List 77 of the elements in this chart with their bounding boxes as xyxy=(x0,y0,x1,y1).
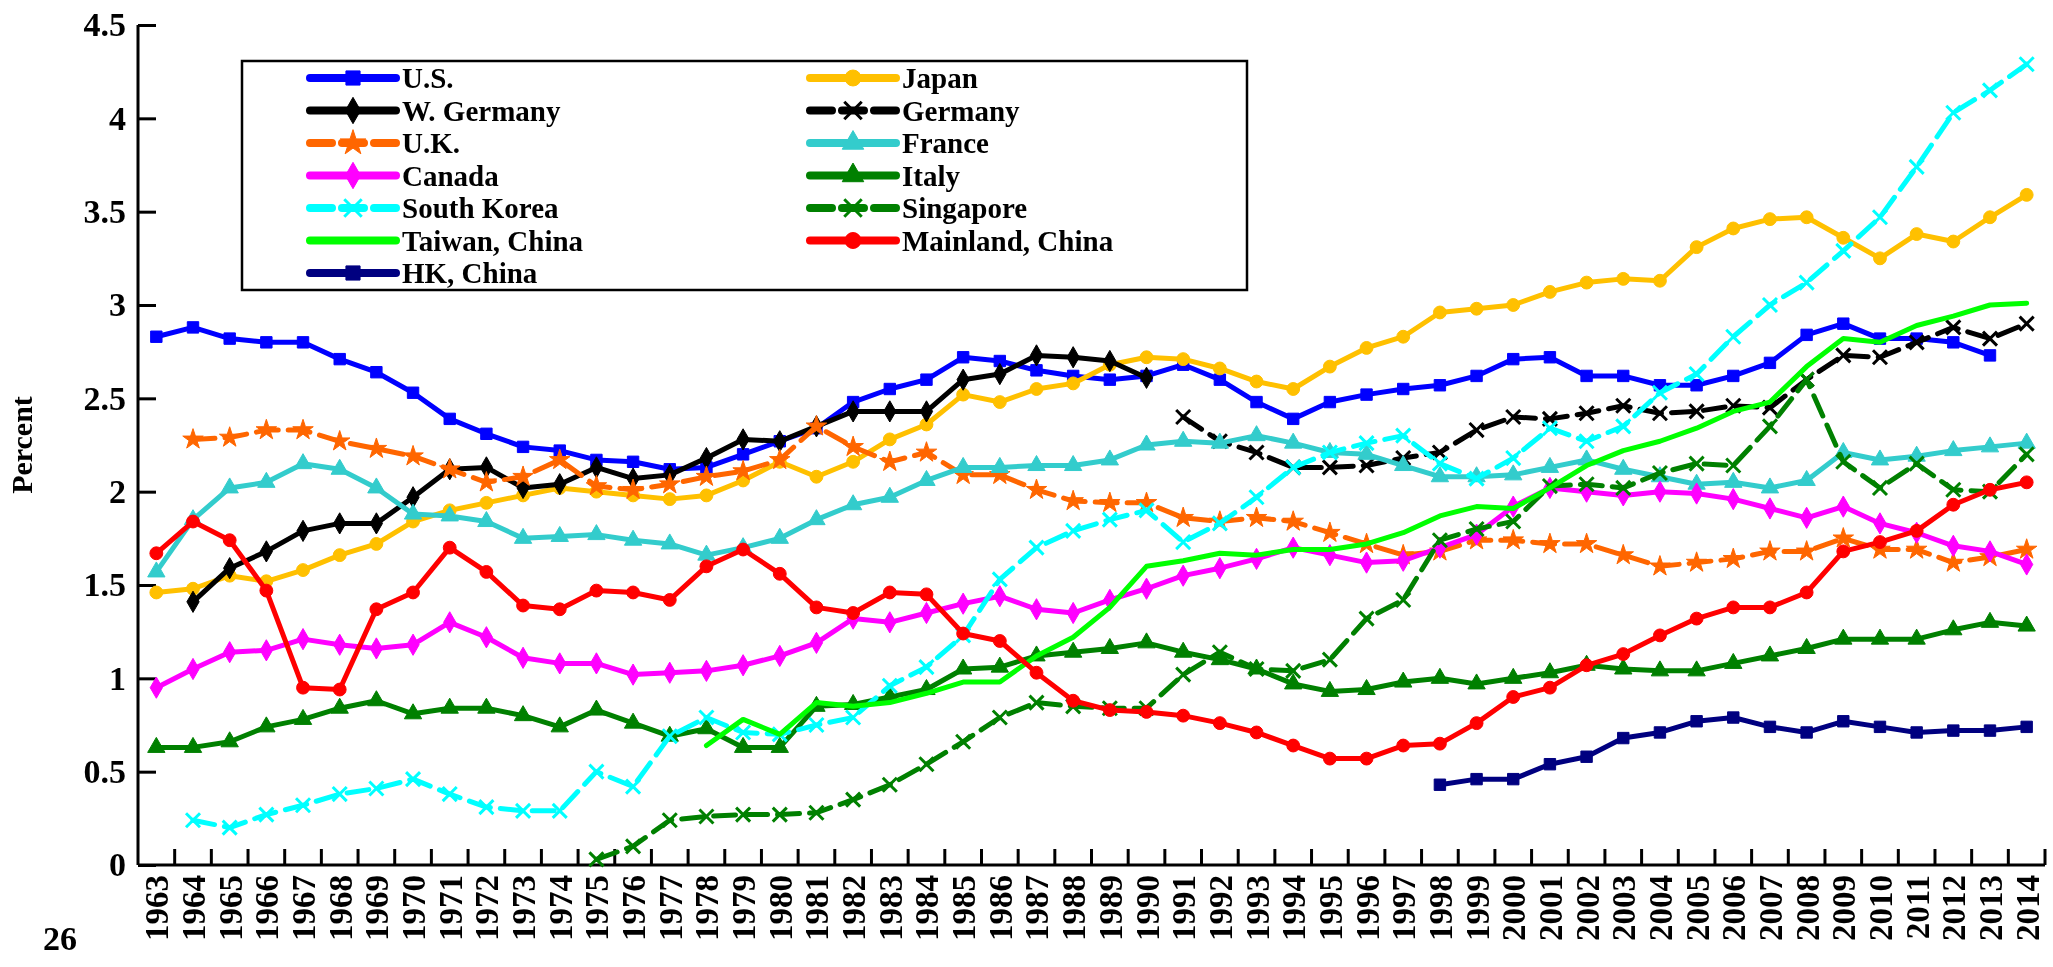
x-tick-label: 2014 xyxy=(2009,875,2046,941)
x-tick-label: 1979 xyxy=(726,875,763,941)
x-tick-label: 2003 xyxy=(1606,875,1643,941)
text: 26 xyxy=(43,920,77,957)
legend-label: Canada xyxy=(402,159,500,192)
x-tick-label: 2001 xyxy=(1532,875,1569,941)
y-tick-label: 2 xyxy=(109,473,126,511)
legend-label: Taiwan, China xyxy=(402,224,584,257)
x-tick-label: 2007 xyxy=(1752,875,1789,941)
y-axis-title: Percent xyxy=(5,396,38,494)
x-tick-label: 1975 xyxy=(579,875,616,941)
x-tick-label: 2005 xyxy=(1679,875,1716,941)
x-tick-label: 2010 xyxy=(1862,875,1899,941)
x-tick-label: 1983 xyxy=(872,875,909,941)
x-tick-label: 1978 xyxy=(689,875,726,941)
legend-label: Germany xyxy=(902,94,1021,127)
y-tick-label: 4.5 xyxy=(83,6,126,44)
x-tick-label: 2002 xyxy=(1569,875,1606,941)
y-tick-label: 4 xyxy=(109,99,126,137)
x-tick-label: 1972 xyxy=(469,875,506,941)
y-tick-label: 1 xyxy=(109,659,126,697)
x-tick-label: 1967 xyxy=(286,875,323,941)
y-tick-label: 3 xyxy=(109,286,126,324)
y-tick-label: 3.5 xyxy=(83,193,126,231)
x-tick-label: 1982 xyxy=(836,875,873,941)
x-tick-label: 1968 xyxy=(322,875,359,941)
y-tick-label: 0.5 xyxy=(83,753,126,791)
x-tick-label: 1987 xyxy=(1019,875,1056,941)
x-tick-label: 1980 xyxy=(762,875,799,941)
legend-label: Japan xyxy=(902,62,978,94)
legend-label: South Korea xyxy=(402,192,560,224)
x-tick-label: 1969 xyxy=(359,875,396,941)
x-tick-label: 1995 xyxy=(1312,875,1349,941)
x-tick-label: 1988 xyxy=(1056,875,1093,941)
x-tick-label: 2008 xyxy=(1789,875,1826,941)
y-tick-label: 0 xyxy=(109,846,126,884)
x-tick-label: 1963 xyxy=(139,875,176,941)
legend-label: Italy xyxy=(902,159,961,192)
x-tick-label: 1976 xyxy=(616,875,653,941)
x-tick-label: 1989 xyxy=(1092,875,1129,941)
legend-label: France xyxy=(902,127,990,159)
x-tick-label: 1981 xyxy=(799,875,836,941)
legend-label: Mainland, China xyxy=(902,224,1114,257)
x-tick-label: 2009 xyxy=(1826,875,1863,941)
legend-label: Singapore xyxy=(902,192,1028,224)
legend-label: W. Germany xyxy=(402,94,561,127)
legend-label: U.S. xyxy=(402,62,454,94)
y-tick-label: 1.5 xyxy=(83,566,126,604)
x-tick-label: 1977 xyxy=(652,875,689,941)
y-tick-label: 2.5 xyxy=(83,379,126,417)
x-tick-label: 2000 xyxy=(1496,875,1533,941)
x-tick-label: 2012 xyxy=(1936,875,1973,941)
x-tick-label: 1964 xyxy=(176,875,213,941)
x-tick-label: 1973 xyxy=(506,875,543,941)
x-tick-label: 1965 xyxy=(212,875,249,941)
x-tick-label: 2006 xyxy=(1716,875,1753,941)
x-tick-label: 1992 xyxy=(1202,875,1239,941)
x-tick-label: 1991 xyxy=(1166,875,1203,941)
x-tick-label: 1994 xyxy=(1276,875,1313,941)
x-tick-label: 1985 xyxy=(946,875,983,941)
x-tick-label: 1970 xyxy=(396,875,433,941)
x-tick-label: 1966 xyxy=(249,875,286,941)
x-tick-label: 1993 xyxy=(1239,875,1276,941)
x-tick-label: 1998 xyxy=(1422,875,1459,941)
x-tick-label: 1997 xyxy=(1386,875,1423,941)
x-tick-label: 2013 xyxy=(1972,875,2009,941)
x-tick-label: 1974 xyxy=(542,875,579,941)
legend-label: HK, China xyxy=(402,257,538,289)
x-tick-label: 1984 xyxy=(909,875,946,941)
legend-label: U.K. xyxy=(402,127,460,159)
x-tick-label: 1986 xyxy=(982,875,1019,941)
x-tick-label: 1990 xyxy=(1129,875,1166,941)
x-tick-label: 1996 xyxy=(1349,875,1386,941)
x-tick-label: 1971 xyxy=(432,875,469,941)
x-tick-label: 1999 xyxy=(1459,875,1496,941)
x-tick-label: 2011 xyxy=(1899,875,1936,940)
x-tick-label: 2004 xyxy=(1642,875,1679,941)
